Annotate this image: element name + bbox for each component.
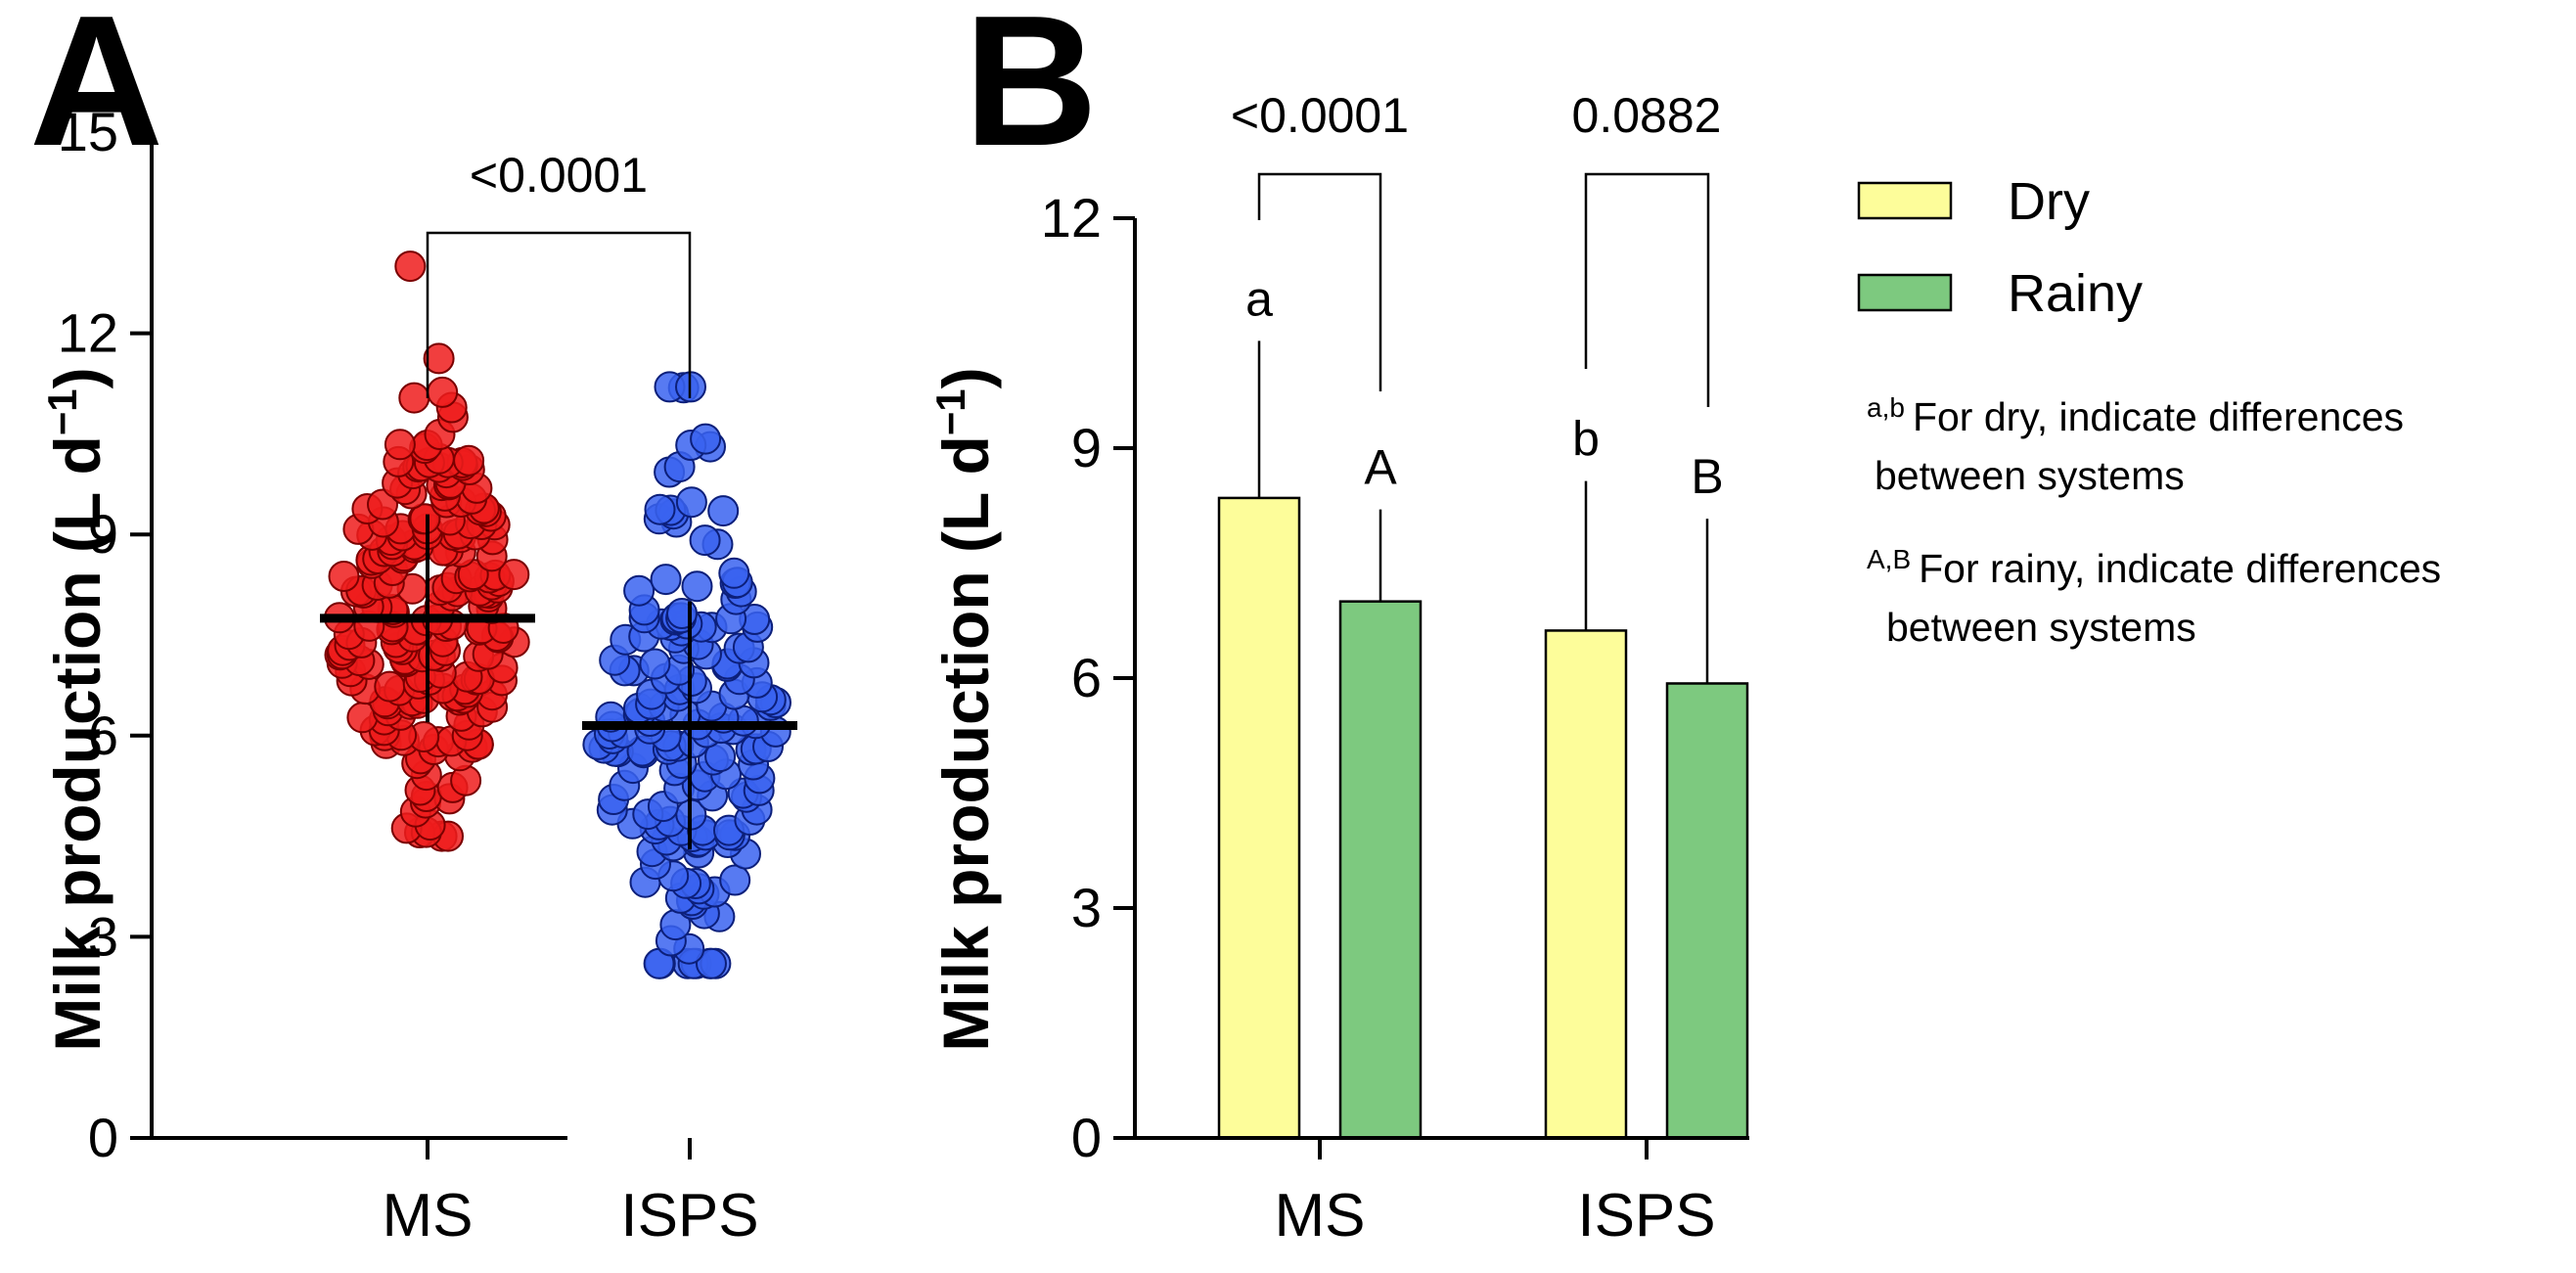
bar-dry [1217,496,1301,1140]
y-tick-label: 9 [88,503,118,565]
note-1: a,b For dry, indicate differences [1867,392,2404,439]
y-tick-label: 9 [1071,417,1102,478]
panel-a-points [324,250,791,979]
panel-a-comparison-bracket [426,231,692,398]
y-tick-label: 6 [1071,647,1102,708]
y-tick-label: 12 [58,302,118,364]
data-point [409,503,441,535]
bar-rainy [1665,682,1749,1140]
panel-a-ylabel-close: ) [41,367,113,388]
x-tick-label: ISPS [1577,1182,1715,1250]
note-1-line1: For dry, indicate differences [1913,394,2404,439]
panel-b-letter: B [964,0,1098,185]
y-tick-label: 3 [88,905,118,967]
data-point [719,864,751,896]
y-tick-label: 0 [1071,1107,1102,1168]
note-2-line1: For rainy, indicate differences [1919,546,2441,591]
data-point [498,559,530,591]
significance-letter: a [1245,271,1273,326]
y-tick-label: 12 [1041,187,1102,249]
data-point [696,947,727,979]
data-point [394,250,427,283]
legend-swatch-rainy [1857,273,1953,312]
panel-a: A Milk production (L d−1) 0 3 6 9 12 15 MS ISP… [29,0,797,1250]
data-point [650,564,682,596]
y-tick-label: 6 [88,705,118,766]
panel-b-p-value-ms: <0.0001 [1231,88,1409,143]
notes: a,b For dry, indicate differences between… [1867,392,2441,650]
panel-b-p-value-isps: 0.0882 [1572,88,1722,143]
x-tick-label: MS [1275,1182,1366,1250]
data-point [384,429,416,461]
data-point [367,488,398,521]
data-point [453,444,485,477]
panel-b-comparison-bracket-ms [1257,172,1382,391]
data-point [374,670,406,703]
panel-b-ylabel-sup: −1 [927,388,973,435]
y-tick-label: 15 [58,101,118,162]
panel-a-ylabel-sup: −1 [39,388,85,435]
data-point [639,648,671,680]
note-2-line2: between systems [1886,605,2196,650]
data-point [423,342,455,375]
data-point [690,423,722,455]
data-point [707,495,740,527]
y-tick-label: 3 [1071,877,1102,938]
data-point [689,524,721,557]
y-tick-label: 0 [88,1107,118,1168]
x-tick-label: MS [383,1182,474,1250]
data-point [675,486,707,519]
x-tick-label: ISPS [620,1182,758,1250]
data-point [328,561,360,592]
data-point [718,557,750,589]
panel-b-x-axis: MS ISPS [1275,1138,1716,1250]
panel-b-comparison-bracket-isps [1584,172,1710,407]
data-point [398,382,430,414]
panel-a-y-axis: 0 3 6 9 12 15 [58,101,152,1168]
note-1-line2: between systems [1875,453,2185,498]
bar-dry [1544,629,1628,1140]
panel-a-letter: A [29,0,163,185]
bar-rainy [1338,600,1423,1140]
legend-swatch-dry [1857,181,1953,220]
panel-b-bars: a b A B [1217,271,1749,1140]
significance-letter: b [1572,412,1600,467]
significance-letter: A [1364,440,1397,495]
data-point [644,493,676,525]
panel-b-y-axis: 0 3 6 9 12 [1041,187,1135,1168]
panel-b-ylabel-text: Milk production (L d [929,435,1002,1051]
note-1-sup: a,b [1867,392,1905,423]
panel-b-ylabel: Milk production (L d−1) [927,367,1002,1051]
data-point [427,376,459,408]
legend-label-dry: Dry [2008,172,2090,231]
data-point [623,574,655,607]
data-point [666,598,698,629]
panel-a-p-value: <0.0001 [470,148,648,203]
legend: Dry Rainy [1857,172,2143,323]
note-2: A,B For rainy, indicate differences [1867,544,2441,591]
panel-a-x-axis: MS ISPS [383,1138,759,1250]
legend-label-rainy: Rainy [2008,264,2143,323]
panel-a-ylabel-text: Milk production (L d [41,435,113,1051]
note-2-sup: A,B [1867,544,1911,574]
panel-b-ylabel-close: ) [929,367,1002,388]
panel-b: B Milk production (L d−1) 0 3 6 9 12 a b A B MS… [927,0,2441,1250]
panel-a-ylabel: Milk production (L d−1) [39,367,113,1051]
data-point [681,570,713,603]
panel-a-means [320,514,797,850]
significance-letter: B [1691,449,1723,504]
